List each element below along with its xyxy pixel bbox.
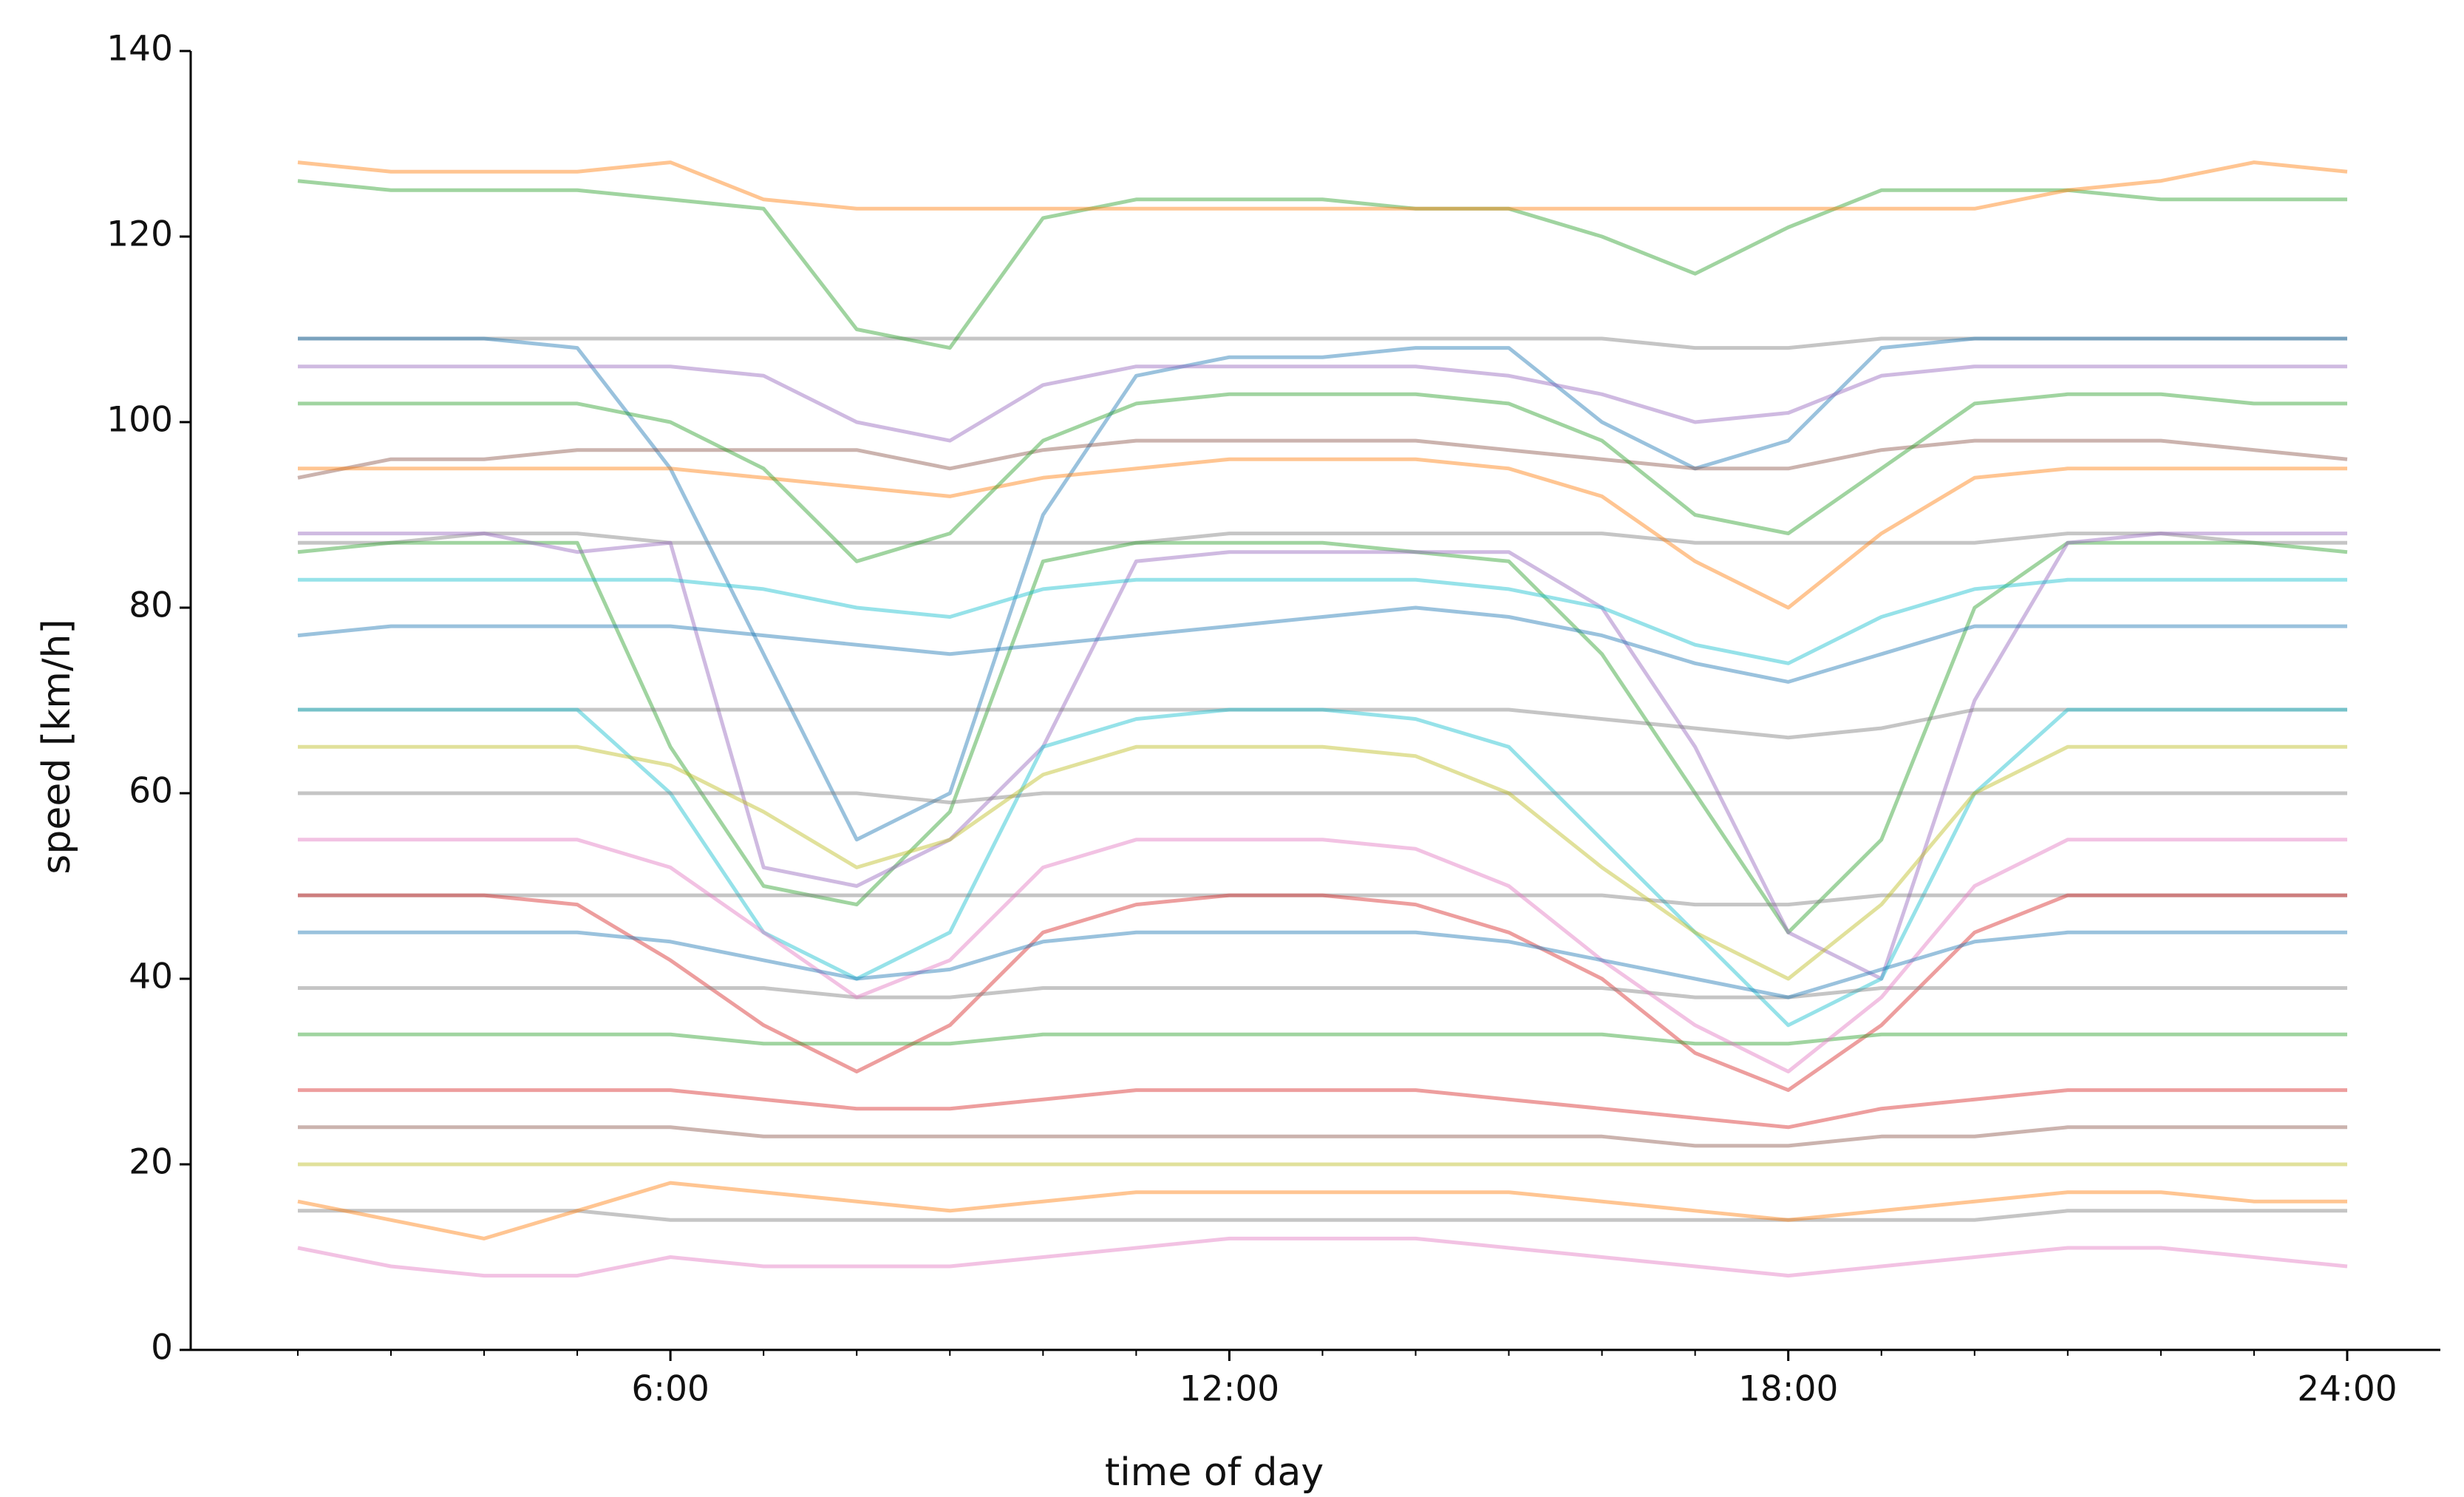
series-line (298, 457, 2347, 610)
series-line (298, 930, 2347, 999)
series-line (297, 179, 2347, 350)
series-line (298, 744, 2347, 981)
series-line (298, 838, 2347, 1073)
y-tick-label: 120 (106, 214, 173, 255)
series-line (298, 1209, 2347, 1222)
series-line (297, 1236, 2348, 1278)
series-line (298, 707, 2347, 1028)
series-line (297, 160, 2348, 211)
series-line (298, 336, 2347, 350)
series-line (298, 1125, 2347, 1148)
y-tick-label: 20 (129, 1142, 173, 1183)
series-line (298, 707, 2347, 740)
y-axis-label: speed [km/h] (35, 619, 79, 874)
series-line (298, 336, 2347, 842)
x-axis-label: time of day (1105, 1450, 1324, 1495)
y-tick-label: 40 (129, 957, 173, 997)
series-line (298, 1032, 2347, 1046)
x-tick-label: 24:00 (2297, 1369, 2397, 1410)
y-tick-label: 100 (106, 400, 173, 441)
x-tick-label: 12:00 (1180, 1369, 1279, 1410)
series-line (298, 986, 2347, 999)
y-tick-label: 140 (106, 29, 173, 69)
series-line (298, 791, 2347, 804)
y-tick-label: 0 (151, 1328, 173, 1368)
lines (297, 160, 2348, 1278)
y-tick-label: 60 (129, 771, 173, 812)
series-line (297, 1181, 2347, 1240)
series-line (297, 605, 2347, 684)
series-line (297, 438, 2348, 480)
x-tick-label: 18:00 (1738, 1369, 1838, 1410)
series-line (298, 364, 2347, 443)
series-line (298, 893, 2347, 907)
series-line (298, 893, 2347, 1093)
series-line (298, 532, 2347, 981)
series-line (298, 392, 2347, 563)
series-line (298, 532, 2347, 545)
series-line (298, 1088, 2347, 1130)
y-tick-label: 80 (129, 585, 173, 626)
series-line (297, 540, 2348, 934)
series-line (298, 577, 2347, 665)
x-tick-label: 6:00 (631, 1369, 709, 1410)
